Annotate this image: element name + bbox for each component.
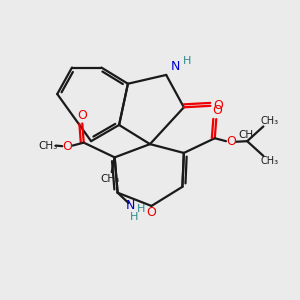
Text: N: N — [125, 200, 135, 212]
Text: O: O — [212, 104, 222, 117]
Text: CH: CH — [238, 130, 253, 140]
Text: H: H — [130, 212, 139, 222]
Text: CH₃: CH₃ — [39, 141, 58, 151]
Text: CH₃: CH₃ — [260, 156, 278, 166]
Text: O: O — [77, 109, 87, 122]
Text: O: O — [214, 99, 224, 112]
Text: H: H — [137, 205, 146, 214]
Text: O: O — [63, 140, 73, 153]
Text: O: O — [226, 135, 236, 148]
Text: O: O — [146, 206, 156, 219]
Text: CH₃: CH₃ — [260, 116, 278, 126]
Text: CH₃: CH₃ — [100, 174, 120, 184]
Text: H: H — [183, 56, 192, 66]
Text: N: N — [170, 60, 180, 73]
